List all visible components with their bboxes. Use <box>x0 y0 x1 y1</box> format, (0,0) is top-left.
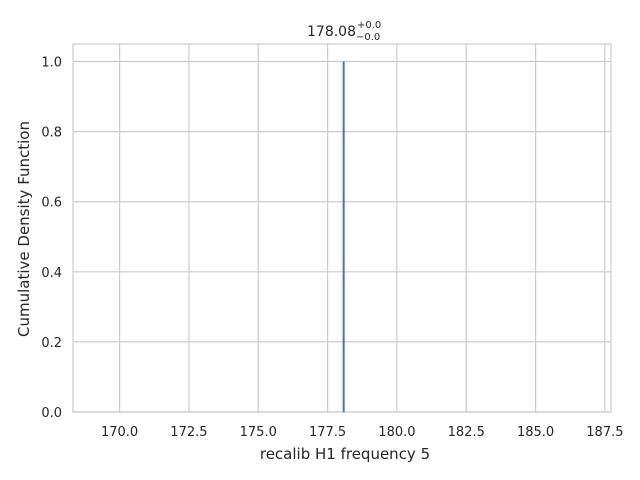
plot-area-frame <box>72 43 612 413</box>
y-tick-label: 0.4 <box>41 266 62 281</box>
x-tick-label: 182.5 <box>448 425 485 440</box>
y-tick-label: 0.0 <box>41 406 62 421</box>
chart-title: 178.08 +0.0 −0.0 <box>307 20 381 43</box>
y-axis-label: Cumulative Density Function <box>15 121 33 337</box>
x-tick-label: 170.0 <box>101 425 138 440</box>
y-tick-label: 0.6 <box>41 196 62 211</box>
x-tick-label: 177.5 <box>309 425 346 440</box>
y-tick-label: 0.2 <box>41 336 62 351</box>
x-tick-label: 180.0 <box>378 425 415 440</box>
x-tick-labels: 170.0 172.5 175.0 177.5 180.0 182.5 185.0 187.5 <box>101 425 624 440</box>
x-tick-label: 172.5 <box>170 425 207 440</box>
x-tick-label: 185.0 <box>517 425 554 440</box>
y-tick-labels: 0.0 0.2 0.4 0.6 0.8 1.0 <box>41 56 62 421</box>
title-upper-error: +0.0 <box>357 20 381 31</box>
x-tick-label: 187.5 <box>586 425 623 440</box>
title-lower-error: −0.0 <box>356 32 380 43</box>
y-tick-label: 1.0 <box>41 56 62 71</box>
x-tick-label: 175.0 <box>240 425 277 440</box>
y-tick-label: 0.8 <box>41 126 62 141</box>
title-value: 178.08 <box>307 24 356 40</box>
x-axis-label: recalib H1 frequency 5 <box>260 445 430 463</box>
x-gridlines <box>118 44 606 412</box>
